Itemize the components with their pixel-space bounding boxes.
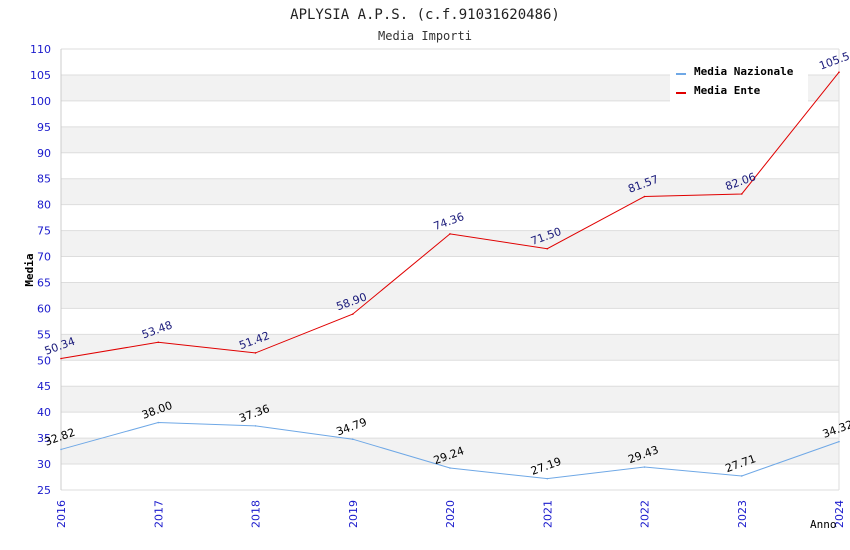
y-tick-label: 65 — [37, 276, 51, 289]
y-tick-label: 40 — [37, 406, 51, 419]
x-tick-label: 2021 — [541, 500, 554, 528]
x-tick-label: 2024 — [833, 500, 846, 528]
x-tick-label: 2023 — [736, 500, 749, 528]
x-tick-label: 2020 — [444, 500, 457, 528]
y-tick-label: 55 — [37, 328, 51, 341]
x-tick-label: 2017 — [152, 500, 165, 528]
data-label: 105.54 — [817, 47, 850, 72]
x-tick-label: 2018 — [250, 500, 263, 528]
data-label: 74.36 — [432, 210, 466, 233]
data-point — [449, 233, 451, 235]
data-point — [449, 467, 451, 469]
y-tick-label: 50 — [37, 354, 51, 367]
data-point — [351, 438, 354, 441]
x-tick-label: 2016 — [55, 500, 68, 528]
grid-band — [61, 178, 839, 205]
data-point — [60, 448, 62, 451]
y-tick-label: 25 — [37, 484, 51, 497]
data-label: 34.32 — [821, 418, 850, 441]
x-axis: 2016 2017 2018 2019 2020 2021 2022 2023 2024 — [55, 500, 846, 528]
y-tick-label: 60 — [37, 302, 51, 315]
data-point — [546, 247, 549, 250]
grid-band — [61, 334, 839, 361]
x-axis-label: Anno — [810, 518, 837, 531]
data-point — [643, 466, 646, 468]
y-tick-label: 35 — [37, 432, 51, 445]
grid-band — [61, 126, 839, 153]
data-point — [351, 313, 354, 315]
y-tick-label: 95 — [37, 121, 51, 134]
chart-title: APLYSIA A.P.S. (c.f.91031620486) — [290, 7, 560, 23]
y-tick-label: 70 — [37, 251, 51, 264]
y-tick-label: 45 — [37, 380, 51, 393]
y-tick-label: 85 — [37, 173, 51, 186]
grid-band — [61, 230, 839, 257]
data-label: 34.79 — [335, 415, 369, 438]
data-point — [740, 193, 743, 195]
y-tick-label: 100 — [30, 95, 51, 108]
data-point — [60, 357, 62, 360]
y-tick-label: 30 — [37, 458, 51, 471]
legend-entry: Media Ente — [694, 84, 761, 97]
y-tick-label: 110 — [30, 43, 51, 56]
data-point — [546, 477, 549, 480]
y-axis-label: Media — [23, 253, 36, 286]
legend: Media Nazionale Media Ente — [670, 60, 808, 102]
chart-subtitle: Media Importi — [378, 29, 472, 43]
grid-band — [61, 438, 839, 465]
data-point — [838, 440, 840, 443]
data-point — [254, 352, 257, 354]
x-tick-label: 2019 — [347, 500, 360, 528]
y-tick-label: 80 — [37, 199, 51, 212]
grid-band — [61, 386, 839, 413]
grid-bands — [60, 48, 840, 491]
data-point — [740, 475, 743, 477]
legend-box — [670, 60, 808, 102]
x-tick-label: 2022 — [639, 500, 652, 528]
legend-entry: Media Nazionale — [694, 65, 794, 78]
data-point — [157, 421, 160, 424]
data-point — [157, 341, 160, 344]
data-point — [254, 425, 257, 427]
grid-band — [61, 282, 839, 309]
y-axis: 25 30 35 40 45 50 55 60 65 70 75 80 85 90 95 100 105 110 — [30, 43, 51, 497]
data-point — [838, 71, 840, 73]
data-point — [643, 195, 646, 198]
y-tick-label: 105 — [30, 69, 51, 82]
y-tick-label: 90 — [37, 147, 51, 160]
y-tick-label: 75 — [37, 225, 51, 238]
